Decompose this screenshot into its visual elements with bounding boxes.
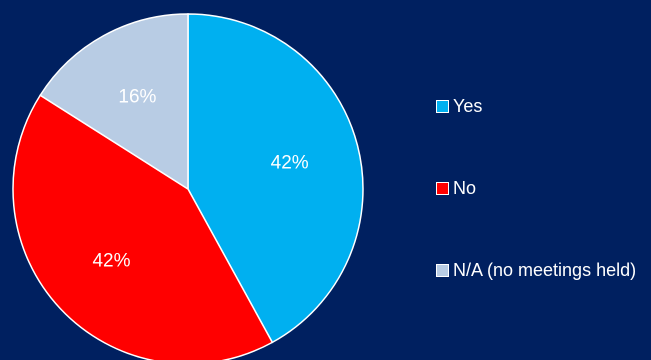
legend-item-na: N/A (no meetings held) bbox=[436, 258, 643, 282]
slice-na bbox=[39, 13, 189, 191]
legend-label-no: No bbox=[453, 178, 477, 198]
legend-swatch-na bbox=[436, 264, 449, 277]
slice-label-yes: 42% bbox=[271, 152, 309, 173]
slice-yes bbox=[187, 13, 364, 344]
legend-label-yes: Yes bbox=[453, 96, 483, 116]
legend-swatch-no bbox=[436, 182, 449, 195]
slice-label-no: 42% bbox=[92, 250, 130, 271]
legend-item-yes: Yes bbox=[436, 94, 643, 118]
slice-label-na: 16% bbox=[118, 87, 156, 108]
legend-swatch-yes bbox=[436, 100, 449, 113]
legend-label-na: N/A (no meetings held) bbox=[453, 260, 637, 280]
legend-item-no: No bbox=[436, 176, 643, 200]
slice-no bbox=[12, 94, 274, 360]
